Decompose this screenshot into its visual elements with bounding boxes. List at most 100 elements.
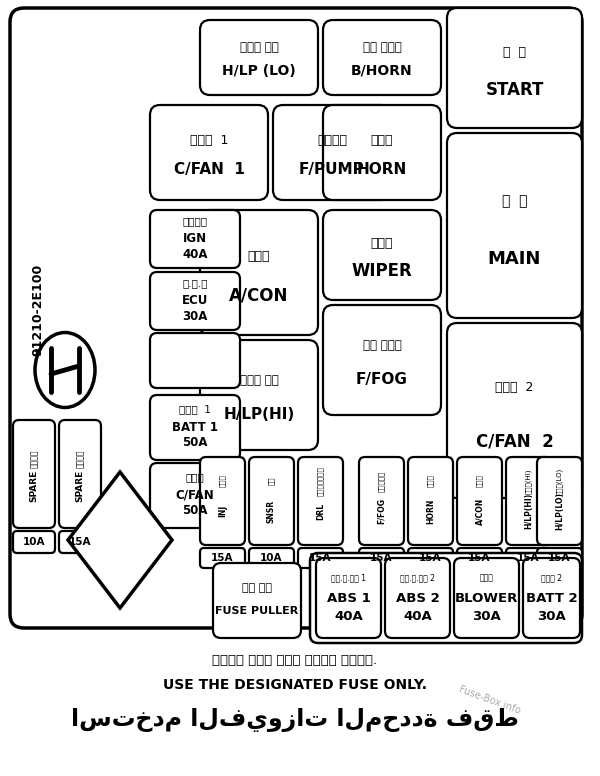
Text: 이.씨.유: 이.씨.유: [182, 278, 208, 288]
Text: 전조등(LO): 전조등(LO): [556, 467, 563, 494]
Text: SNSR: SNSR: [267, 500, 276, 522]
Text: C/FAN  1: C/FAN 1: [173, 162, 244, 177]
Text: 15A: 15A: [419, 553, 442, 563]
Text: 10A: 10A: [260, 553, 283, 563]
Text: B/HORN: B/HORN: [351, 64, 413, 78]
Text: MAIN: MAIN: [488, 250, 541, 268]
Text: 연료펙프: 연료펙프: [317, 133, 347, 147]
FancyBboxPatch shape: [298, 457, 343, 545]
Text: 전방안개등: 전방안개등: [378, 470, 385, 492]
FancyBboxPatch shape: [385, 558, 450, 638]
FancyBboxPatch shape: [523, 558, 580, 638]
FancyBboxPatch shape: [213, 563, 301, 638]
FancyBboxPatch shape: [310, 553, 582, 643]
Text: 40A: 40A: [403, 609, 432, 622]
FancyBboxPatch shape: [13, 420, 55, 528]
Text: F/FOG: F/FOG: [377, 498, 386, 524]
FancyBboxPatch shape: [537, 548, 582, 568]
Text: 예비푸즈: 예비푸즈: [76, 450, 85, 468]
Text: 예비푸즈: 예비푸즈: [29, 450, 38, 468]
Text: 시  동: 시 동: [503, 46, 526, 59]
FancyBboxPatch shape: [537, 457, 582, 545]
Text: START: START: [485, 81, 544, 99]
FancyBboxPatch shape: [150, 210, 240, 268]
Text: 경음기: 경음기: [371, 133, 393, 147]
FancyBboxPatch shape: [150, 105, 268, 200]
FancyBboxPatch shape: [323, 210, 441, 300]
Text: A/CON: A/CON: [475, 497, 484, 525]
Text: 91210-2E100: 91210-2E100: [31, 264, 44, 356]
Text: USE THE DESIGNATED FUSE ONLY.: USE THE DESIGNATED FUSE ONLY.: [163, 678, 427, 692]
Text: H/LP(LO): H/LP(LO): [555, 492, 564, 530]
Text: 전조등 로우: 전조등 로우: [239, 41, 278, 54]
FancyBboxPatch shape: [408, 548, 453, 568]
FancyBboxPatch shape: [200, 20, 318, 95]
FancyBboxPatch shape: [506, 457, 551, 545]
FancyBboxPatch shape: [408, 457, 453, 545]
FancyBboxPatch shape: [249, 548, 294, 568]
FancyBboxPatch shape: [59, 531, 101, 553]
Text: BLOWER: BLOWER: [455, 591, 518, 605]
Text: استخدم الفيوزات المحددة فقط: استخدم الفيوزات المحددة فقط: [71, 708, 519, 732]
Text: 블로웰: 블로웰: [479, 573, 493, 583]
Text: 푸즈 별개: 푸즈 별개: [242, 584, 272, 594]
FancyBboxPatch shape: [150, 395, 240, 460]
Text: 에이.비.에스 2: 에이.비.에스 2: [400, 573, 435, 583]
Text: Fuse-Box.info: Fuse-Box.info: [458, 684, 522, 715]
Text: 경음기: 경음기: [427, 475, 434, 487]
Text: 정격용량 이외의 퍼즈는 사용하지 마십시오.: 정격용량 이외의 퍼즈는 사용하지 마십시오.: [212, 653, 377, 667]
Text: 전방 안개등: 전방 안개등: [362, 339, 401, 352]
Text: SPARE: SPARE: [29, 470, 38, 502]
FancyBboxPatch shape: [447, 323, 582, 498]
Text: ABS 2: ABS 2: [395, 591, 439, 605]
Text: IGN: IGN: [183, 233, 207, 245]
Text: H/LP (LO): H/LP (LO): [222, 64, 296, 78]
Text: 도난 경보기: 도난 경보기: [362, 41, 401, 54]
Text: A/CON: A/CON: [229, 286, 289, 304]
FancyBboxPatch shape: [298, 548, 343, 568]
Text: 이그니션: 이그니션: [182, 216, 208, 226]
FancyBboxPatch shape: [249, 457, 294, 545]
FancyBboxPatch shape: [323, 305, 441, 415]
FancyBboxPatch shape: [150, 463, 240, 528]
Text: DRL: DRL: [316, 502, 325, 520]
Text: 30A: 30A: [472, 609, 501, 622]
Text: BATT 1: BATT 1: [172, 421, 218, 434]
Text: 30A: 30A: [537, 609, 566, 622]
Text: ABS 1: ABS 1: [326, 591, 370, 605]
FancyBboxPatch shape: [316, 558, 381, 638]
FancyBboxPatch shape: [447, 133, 582, 318]
Text: 와이퍼: 와이퍼: [371, 237, 393, 250]
FancyBboxPatch shape: [457, 457, 502, 545]
FancyBboxPatch shape: [506, 548, 551, 568]
Text: 15A: 15A: [517, 553, 540, 563]
Polygon shape: [68, 472, 172, 608]
FancyBboxPatch shape: [150, 333, 240, 388]
Text: 인제터: 인제터: [219, 475, 226, 487]
FancyBboxPatch shape: [359, 457, 404, 545]
Text: 베터리 2: 베터리 2: [541, 573, 562, 583]
FancyBboxPatch shape: [59, 420, 101, 528]
Text: 10A: 10A: [23, 537, 45, 547]
FancyBboxPatch shape: [323, 105, 441, 200]
FancyBboxPatch shape: [200, 548, 245, 568]
Text: 15A: 15A: [548, 553, 571, 563]
Text: 에어컨: 에어컨: [476, 475, 483, 487]
Text: 15A: 15A: [370, 553, 393, 563]
Text: INJ: INJ: [218, 505, 227, 517]
FancyBboxPatch shape: [200, 210, 318, 335]
Text: 15A: 15A: [468, 553, 491, 563]
Text: 40A: 40A: [182, 248, 208, 261]
Text: H/LP(HI): H/LP(HI): [524, 493, 533, 529]
Text: F/FOG: F/FOG: [356, 372, 408, 387]
Text: F/PUMP: F/PUMP: [299, 162, 365, 177]
Text: 메  인: 메 인: [502, 195, 527, 209]
Text: 에어컨: 에어컨: [248, 250, 270, 263]
FancyBboxPatch shape: [200, 340, 318, 450]
Text: 에이.비.에스 1: 에이.비.에스 1: [331, 573, 366, 583]
Text: ECU: ECU: [182, 295, 208, 307]
Text: 전조등 하이: 전조등 하이: [239, 374, 278, 387]
Text: 낙각팬: 낙각팬: [185, 473, 205, 483]
Text: 베터리  1: 베터리 1: [179, 404, 211, 414]
Text: HORN: HORN: [357, 162, 407, 177]
